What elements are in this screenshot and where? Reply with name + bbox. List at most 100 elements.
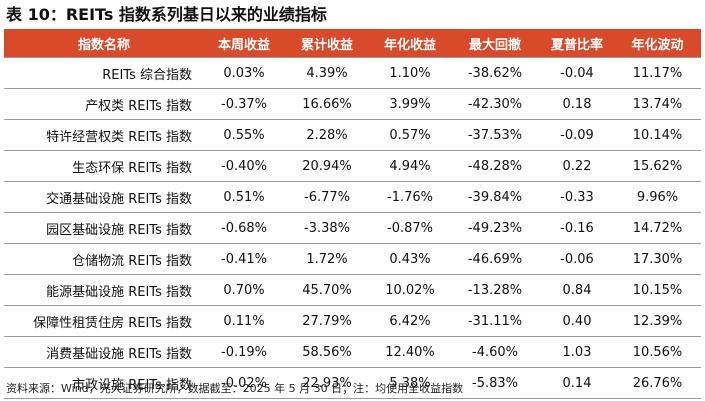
header-cumulative-return: 累计收益 bbox=[284, 29, 370, 58]
cell-index-name: 特许经营权类 REITs 指数 bbox=[4, 119, 204, 151]
cell-index-name: 仓储物流 REITs 指数 bbox=[4, 243, 204, 275]
table-row: 消费基础设施 REITs 指数 -0.19% 58.56% 12.40% -4.… bbox=[4, 336, 701, 368]
header-annualized-return: 年化收益 bbox=[370, 29, 450, 58]
header-weekly-return: 本周收益 bbox=[204, 29, 284, 58]
cell-max-drawdown: -13.28% bbox=[450, 274, 540, 306]
cell-annualized-return: 0.57% bbox=[370, 119, 450, 151]
table-row: 特许经营权类 REITs 指数 0.55% 2.28% 0.57% -37.53… bbox=[4, 119, 701, 151]
cell-index-name: 交通基础设施 REITs 指数 bbox=[4, 181, 204, 213]
cell-weekly-return: 0.11% bbox=[204, 305, 284, 337]
cell-sharpe-ratio: -0.06 bbox=[540, 243, 614, 275]
cell-annualized-return: 5.38% bbox=[370, 367, 450, 399]
cell-annualized-return: 3.99% bbox=[370, 88, 450, 120]
cell-cumulative-return: -6.77% bbox=[284, 181, 370, 213]
performance-table: 指数名称 本周收益 累计收益 年化收益 最大回撤 夏普比率 年化波动 REITs… bbox=[4, 29, 701, 399]
cell-sharpe-ratio: -0.04 bbox=[540, 57, 614, 89]
cell-annualized-return: 4.94% bbox=[370, 150, 450, 182]
cell-max-drawdown: -46.69% bbox=[450, 243, 540, 275]
cell-weekly-return: -0.40% bbox=[204, 150, 284, 182]
table-row: 市政设施 REITs 指数 -0.02% 22.93% 5.38% -5.83%… bbox=[4, 367, 701, 399]
cell-annualized-return: 10.02% bbox=[370, 274, 450, 306]
cell-max-drawdown: -39.84% bbox=[450, 181, 540, 213]
cell-index-name: 保障性租赁住房 REITs 指数 bbox=[4, 305, 204, 337]
cell-sharpe-ratio: -0.33 bbox=[540, 181, 614, 213]
cell-annualized-return: -0.87% bbox=[370, 212, 450, 244]
cell-cumulative-return: 20.94% bbox=[284, 150, 370, 182]
cell-max-drawdown: -31.11% bbox=[450, 305, 540, 337]
cell-annualized-volatility: 15.62% bbox=[614, 150, 701, 182]
cell-index-name: 生态环保 REITs 指数 bbox=[4, 150, 204, 182]
cell-cumulative-return: 2.28% bbox=[284, 119, 370, 151]
cell-index-name: 能源基础设施 REITs 指数 bbox=[4, 274, 204, 306]
table-row: 交通基础设施 REITs 指数 0.51% -6.77% -1.76% -39.… bbox=[4, 181, 701, 213]
table-row: 能源基础设施 REITs 指数 0.70% 45.70% 10.02% -13.… bbox=[4, 274, 701, 306]
cell-cumulative-return: 45.70% bbox=[284, 274, 370, 306]
cell-annualized-volatility: 12.39% bbox=[614, 305, 701, 337]
cell-max-drawdown: -48.28% bbox=[450, 150, 540, 182]
cell-index-name: 消费基础设施 REITs 指数 bbox=[4, 336, 204, 368]
table-row: 产权类 REITs 指数 -0.37% 16.66% 3.99% -42.30%… bbox=[4, 88, 701, 120]
cell-max-drawdown: -4.60% bbox=[450, 336, 540, 368]
cell-annualized-volatility: 26.76% bbox=[614, 367, 701, 399]
cell-annualized-return: 1.10% bbox=[370, 57, 450, 89]
cell-weekly-return: -0.68% bbox=[204, 212, 284, 244]
table-row: 保障性租赁住房 REITs 指数 0.11% 27.79% 6.42% -31.… bbox=[4, 305, 701, 337]
cell-sharpe-ratio: 0.22 bbox=[540, 150, 614, 182]
table-row: REITs 综合指数 0.03% 4.39% 1.10% -38.62% -0.… bbox=[4, 57, 701, 89]
cell-cumulative-return: 27.79% bbox=[284, 305, 370, 337]
cell-annualized-volatility: 11.17% bbox=[614, 57, 701, 89]
cell-max-drawdown: -42.30% bbox=[450, 88, 540, 120]
cell-cumulative-return: 16.66% bbox=[284, 88, 370, 120]
cell-cumulative-return: 22.93% bbox=[284, 367, 370, 399]
cell-weekly-return: -0.02% bbox=[204, 367, 284, 399]
cell-index-name: 产权类 REITs 指数 bbox=[4, 88, 204, 120]
header-sharpe-ratio: 夏普比率 bbox=[540, 29, 614, 58]
header-annualized-volatility: 年化波动 bbox=[614, 29, 701, 58]
table-row: 仓储物流 REITs 指数 -0.41% 1.72% 0.43% -46.69%… bbox=[4, 243, 701, 275]
cell-max-drawdown: -5.83% bbox=[450, 367, 540, 399]
cell-annualized-volatility: 17.30% bbox=[614, 243, 701, 275]
cell-sharpe-ratio: 0.84 bbox=[540, 274, 614, 306]
cell-weekly-return: -0.41% bbox=[204, 243, 284, 275]
cell-annualized-return: -1.76% bbox=[370, 181, 450, 213]
cell-index-name: 园区基础设施 REITs 指数 bbox=[4, 212, 204, 244]
cell-sharpe-ratio: -0.09 bbox=[540, 119, 614, 151]
table-row: 园区基础设施 REITs 指数 -0.68% -3.38% -0.87% -49… bbox=[4, 212, 701, 244]
cell-cumulative-return: 58.56% bbox=[284, 336, 370, 368]
cell-annualized-volatility: 13.74% bbox=[614, 88, 701, 120]
cell-annualized-volatility: 14.72% bbox=[614, 212, 701, 244]
cell-max-drawdown: -37.53% bbox=[450, 119, 540, 151]
cell-weekly-return: 0.03% bbox=[204, 57, 284, 89]
cell-sharpe-ratio: 0.18 bbox=[540, 88, 614, 120]
cell-annualized-return: 6.42% bbox=[370, 305, 450, 337]
cell-annualized-volatility: 10.56% bbox=[614, 336, 701, 368]
source-note: 资料来源：Wind，光大证券研究所，数据截至：2025 年 5 月 30 日；注… bbox=[6, 382, 464, 395]
cell-cumulative-return: 4.39% bbox=[284, 57, 370, 89]
cell-max-drawdown: -49.23% bbox=[450, 212, 540, 244]
cell-weekly-return: -0.19% bbox=[204, 336, 284, 368]
header-index-name: 指数名称 bbox=[4, 29, 204, 58]
cell-sharpe-ratio: 0.14 bbox=[540, 367, 614, 399]
table-title: 表 10：REITs 指数系列基日以来的业绩指标 bbox=[6, 5, 327, 24]
cell-sharpe-ratio: 0.40 bbox=[540, 305, 614, 337]
table-header-row: 指数名称 本周收益 累计收益 年化收益 最大回撤 夏普比率 年化波动 bbox=[4, 29, 701, 58]
cell-annualized-return: 0.43% bbox=[370, 243, 450, 275]
cell-weekly-return: 0.70% bbox=[204, 274, 284, 306]
cell-weekly-return: 0.55% bbox=[204, 119, 284, 151]
cell-annualized-return: 12.40% bbox=[370, 336, 450, 368]
cell-cumulative-return: -3.38% bbox=[284, 212, 370, 244]
cell-sharpe-ratio: 1.03 bbox=[540, 336, 614, 368]
cell-max-drawdown: -38.62% bbox=[450, 57, 540, 89]
performance-table-container: 指数名称 本周收益 累计收益 年化收益 最大回撤 夏普比率 年化波动 REITs… bbox=[4, 29, 701, 399]
cell-annualized-volatility: 9.96% bbox=[614, 181, 701, 213]
cell-weekly-return: -0.37% bbox=[204, 88, 284, 120]
cell-sharpe-ratio: -0.16 bbox=[540, 212, 614, 244]
cell-index-name: 市政设施 REITs 指数 bbox=[4, 367, 204, 399]
cell-index-name: REITs 综合指数 bbox=[4, 57, 204, 89]
cell-annualized-volatility: 10.14% bbox=[614, 119, 701, 151]
header-max-drawdown: 最大回撤 bbox=[450, 29, 540, 58]
cell-annualized-volatility: 10.15% bbox=[614, 274, 701, 306]
table-row: 生态环保 REITs 指数 -0.40% 20.94% 4.94% -48.28… bbox=[4, 150, 701, 182]
cell-weekly-return: 0.51% bbox=[204, 181, 284, 213]
cell-cumulative-return: 1.72% bbox=[284, 243, 370, 275]
